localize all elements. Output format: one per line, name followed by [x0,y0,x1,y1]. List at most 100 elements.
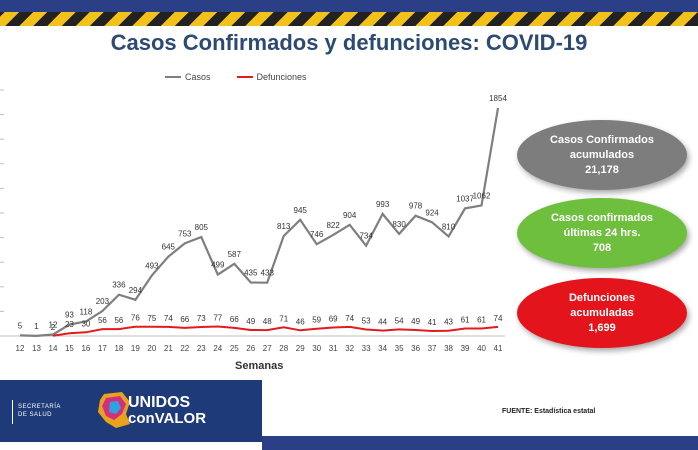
data-label-casos: 993 [376,200,390,209]
x-tick-label: 22 [180,344,189,353]
data-label-defunciones: 48 [263,317,272,326]
data-label-casos: 1037 [456,194,474,203]
data-label-casos: 945 [294,206,308,215]
x-tick-label: 19 [131,344,140,353]
data-label-defunciones: 49 [246,317,255,326]
x-tick-label: 34 [378,344,387,353]
data-label-casos: 499 [211,261,225,270]
data-label-defunciones: 66 [180,315,189,324]
data-label-casos: 1062 [473,191,491,200]
x-tick-label: 13 [32,344,41,353]
data-label-casos: 587 [228,250,242,259]
data-label-casos: 435 [244,268,258,277]
data-label-casos: 645 [162,243,176,252]
data-label-defunciones: 76 [131,314,140,323]
logo-line1: UNIDOS [128,394,191,411]
data-label-casos: 924 [425,208,439,217]
data-label-defunciones: 74 [345,314,354,323]
x-tick-label: 36 [411,344,420,353]
data-label-defunciones: 23 [65,320,74,329]
data-label-defunciones: 66 [230,315,239,324]
x-tick-label: 39 [461,344,470,353]
data-label-defunciones: 44 [378,318,387,327]
secretaria-text: SECRETARÍA [18,404,61,410]
data-label-casos: 830 [392,220,406,229]
card-casos-acumulados-line1: Casos Confirmados [550,133,654,146]
data-label-casos: 1854 [489,94,507,103]
card-casos-acumulados-line2: acumulados [569,148,635,161]
x-tick-label: 20 [147,344,156,353]
x-tick-label: 17 [98,344,107,353]
data-label-defunciones: 74 [494,314,503,323]
x-tick-label: 27 [263,344,272,353]
data-label-defunciones: 71 [279,314,288,323]
data-label-casos: 753 [178,229,192,238]
top-frame-bar [0,0,698,12]
x-tick-label: 38 [444,344,453,353]
bottom-blue-strip [262,436,698,450]
data-label-defunciones: 54 [395,316,404,325]
data-label-defunciones: 49 [411,317,420,326]
source-note: FUENTE: Estadística estatal [502,408,596,415]
x-tick-label: 25 [230,344,239,353]
data-label-casos: 810 [442,222,456,231]
x-tick-label: 31 [329,344,338,353]
card-casos-24h-line1: Casos confirmados [550,211,654,224]
x-tick-label: 32 [345,344,354,353]
legend-label-casos: Casos [185,72,211,82]
legend-label-defunciones: Defunciones [256,72,307,82]
data-label-defunciones: 53 [362,316,371,325]
divider [12,400,13,424]
data-label-defunciones: 56 [114,316,123,325]
legend-item-defunciones: Defunciones [236,72,307,82]
secretaria-label: SECRETARÍA DE SALUD [18,403,61,419]
data-label-casos: 904 [343,211,357,220]
card-casos-acumulados: Casos Confirmados acumulados 21,178 [517,120,687,190]
data-label-defunciones: 61 [461,315,470,324]
data-label-defunciones: 77 [213,314,222,323]
x-tick-label: 23 [197,344,206,353]
series-line-casos [19,107,500,338]
de-salud-text: DE SALUD [18,412,53,418]
data-label-casos: 118 [80,307,93,316]
card-casos-24h-value: 708 [592,241,612,254]
data-label-defunciones: 56 [98,316,107,325]
data-label-defunciones: 74 [164,314,173,323]
logo-line2: conVALOR [128,410,207,427]
series-line-defunciones [52,325,499,337]
x-tick-label: 41 [494,344,503,353]
chart-title: Casos Confirmados y defunciones: COVID-1… [110,30,588,55]
data-label-casos: 294 [129,286,143,295]
data-label-casos: 5 [18,321,23,330]
data-label-defunciones: 43 [444,318,453,327]
data-label-casos: 805 [195,223,209,232]
data-label-casos: 813 [277,222,291,231]
card-defunciones-line2: acumuladas [570,306,634,319]
card-casos-24h-line2: últimas 24 hrs. [563,226,641,239]
data-label-defunciones: 59 [312,316,321,325]
x-tick-label: 24 [213,344,222,353]
legend-item-casos: Casos [165,72,211,82]
card-defunciones: Defunciones acumuladas 1,699 [517,278,687,348]
x-tick-label: 33 [362,344,371,353]
data-label-casos: 734 [359,232,373,241]
chart-legend: Casos Defunciones [165,72,307,82]
data-label-defunciones: 73 [197,314,206,323]
hazard-stripe-banner [0,12,698,26]
data-label-casos: 822 [326,221,340,230]
data-label-defunciones: 46 [296,317,305,326]
x-tick-label: 37 [428,344,437,353]
data-label-casos: 203 [96,297,110,306]
card-defunciones-value: 1,699 [588,321,616,334]
x-tick-label: 40 [477,344,486,353]
data-label-casos: 93 [65,311,74,320]
data-label-casos: 336 [112,281,126,290]
data-label-defunciones: 2 [51,323,56,332]
data-label-casos: 493 [145,261,159,270]
x-tick-label: 18 [114,344,123,353]
data-label-casos: 12 [49,321,58,330]
data-label-defunciones: 30 [81,319,90,328]
data-label-casos: 978 [409,202,423,211]
logo-panel [0,380,262,442]
